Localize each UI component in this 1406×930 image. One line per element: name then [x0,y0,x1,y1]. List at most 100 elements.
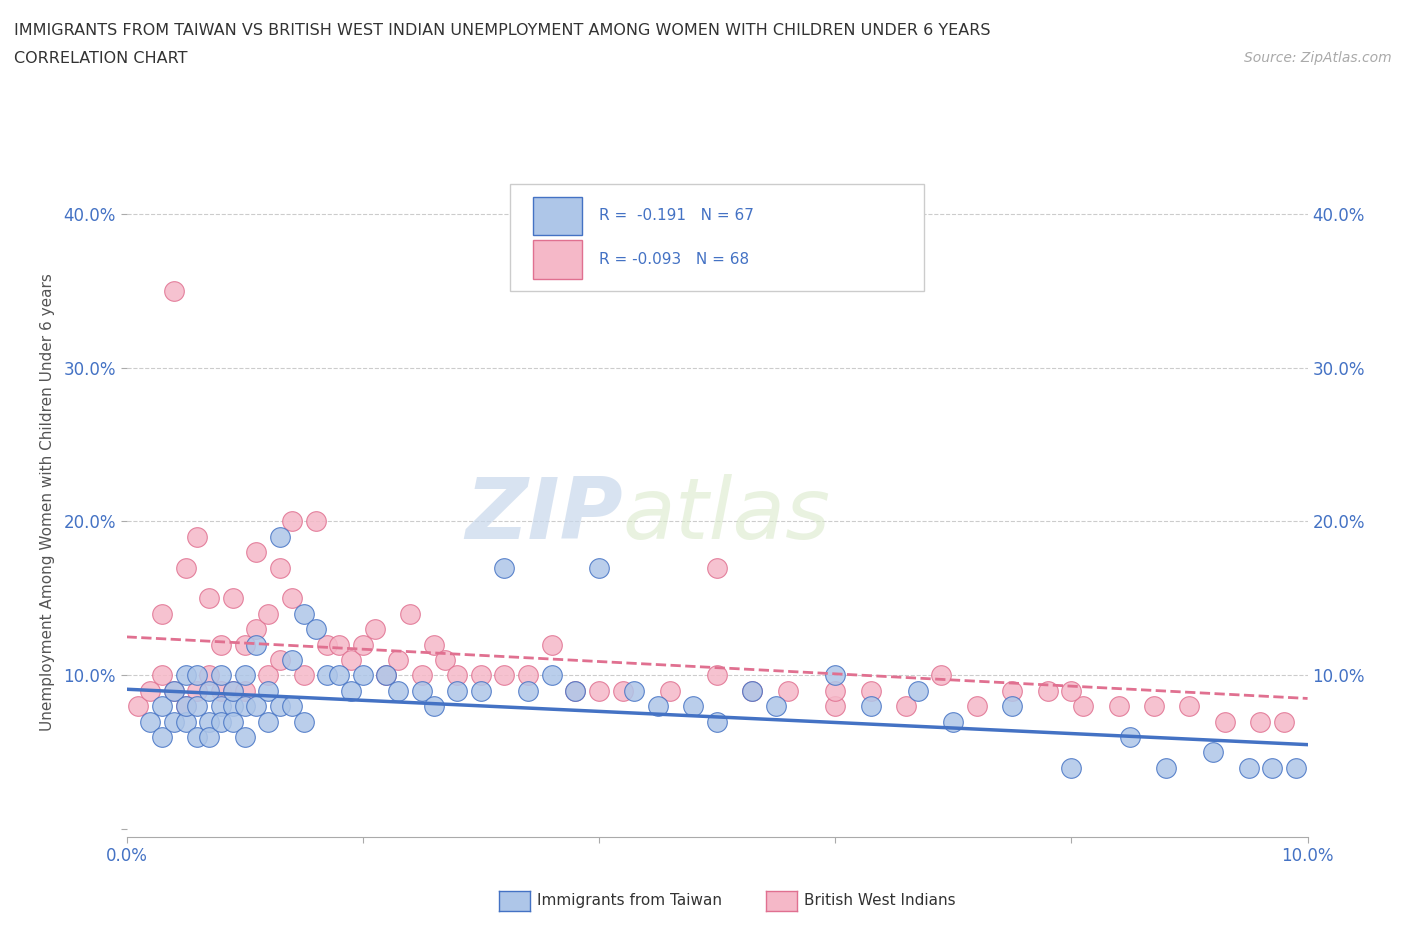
Point [198,684,221,698]
Text: Source: ZipAtlas.com: Source: ZipAtlas.com [1244,51,1392,65]
Text: British West Indians: British West Indians [804,893,956,908]
Point [1108,698,1130,713]
Point [375,668,398,683]
Point [387,684,409,698]
Point [494,668,516,683]
Point [494,560,516,575]
Point [765,698,787,713]
Point [352,637,374,652]
Point [186,529,208,544]
Point [150,668,173,683]
Point [1060,761,1083,776]
Point [682,698,704,713]
Point [387,653,409,668]
Point [269,698,291,713]
Point [1261,761,1284,776]
Point [352,668,374,683]
Text: R =  -0.191   N = 67: R = -0.191 N = 67 [599,208,754,223]
Point [245,637,267,652]
Point [340,684,363,698]
Point [470,668,492,683]
Point [222,698,245,713]
Point [411,684,433,698]
Point [422,698,444,713]
Point [281,591,304,605]
Point [363,622,385,637]
Point [186,698,208,713]
Point [163,684,186,698]
Point [150,698,173,713]
Point [328,637,350,652]
Point [375,668,398,683]
Point [1119,729,1142,744]
Point [269,529,291,544]
Point [209,714,232,729]
Point [859,698,882,713]
Point [186,729,208,744]
Point [281,514,304,529]
Text: CORRELATION CHART: CORRELATION CHART [14,51,187,66]
Point [245,545,267,560]
Point [446,668,468,683]
Point [233,684,256,698]
Point [706,668,728,683]
Point [741,684,763,698]
Point [540,668,562,683]
Point [434,653,457,668]
Point [269,653,291,668]
Point [281,698,304,713]
Point [233,698,256,713]
Point [174,698,197,713]
Point [1001,698,1024,713]
Point [1060,684,1083,698]
Point [198,714,221,729]
Point [163,714,186,729]
Point [245,698,267,713]
Point [292,606,315,621]
Point [564,684,586,698]
Point [209,637,232,652]
Point [139,714,162,729]
Point [257,606,280,621]
Point [174,714,197,729]
Point [564,684,586,698]
Point [706,714,728,729]
Point [966,698,988,713]
FancyBboxPatch shape [510,184,924,291]
Point [1285,761,1308,776]
Point [1036,684,1059,698]
Point [340,653,363,668]
Point [942,714,965,729]
Point [540,637,562,652]
Point [422,637,444,652]
Point [824,698,846,713]
Y-axis label: Unemployment Among Women with Children Under 6 years: Unemployment Among Women with Children U… [41,273,55,731]
Point [174,698,197,713]
Point [859,684,882,698]
Point [198,668,221,683]
Point [233,729,256,744]
Point [174,560,197,575]
Point [588,560,610,575]
Point [328,668,350,683]
Point [257,714,280,729]
Point [776,684,799,698]
Point [1154,761,1177,776]
Point [209,684,232,698]
Point [316,668,339,683]
Point [1213,714,1236,729]
Point [198,591,221,605]
Point [588,684,610,698]
Point [517,668,540,683]
Point [1237,761,1260,776]
Point [706,560,728,575]
Point [163,283,186,298]
Point [658,684,681,698]
Point [186,668,208,683]
FancyBboxPatch shape [533,240,582,279]
Point [623,684,645,698]
Point [222,684,245,698]
Point [1143,698,1166,713]
Point [174,668,197,683]
Point [163,684,186,698]
